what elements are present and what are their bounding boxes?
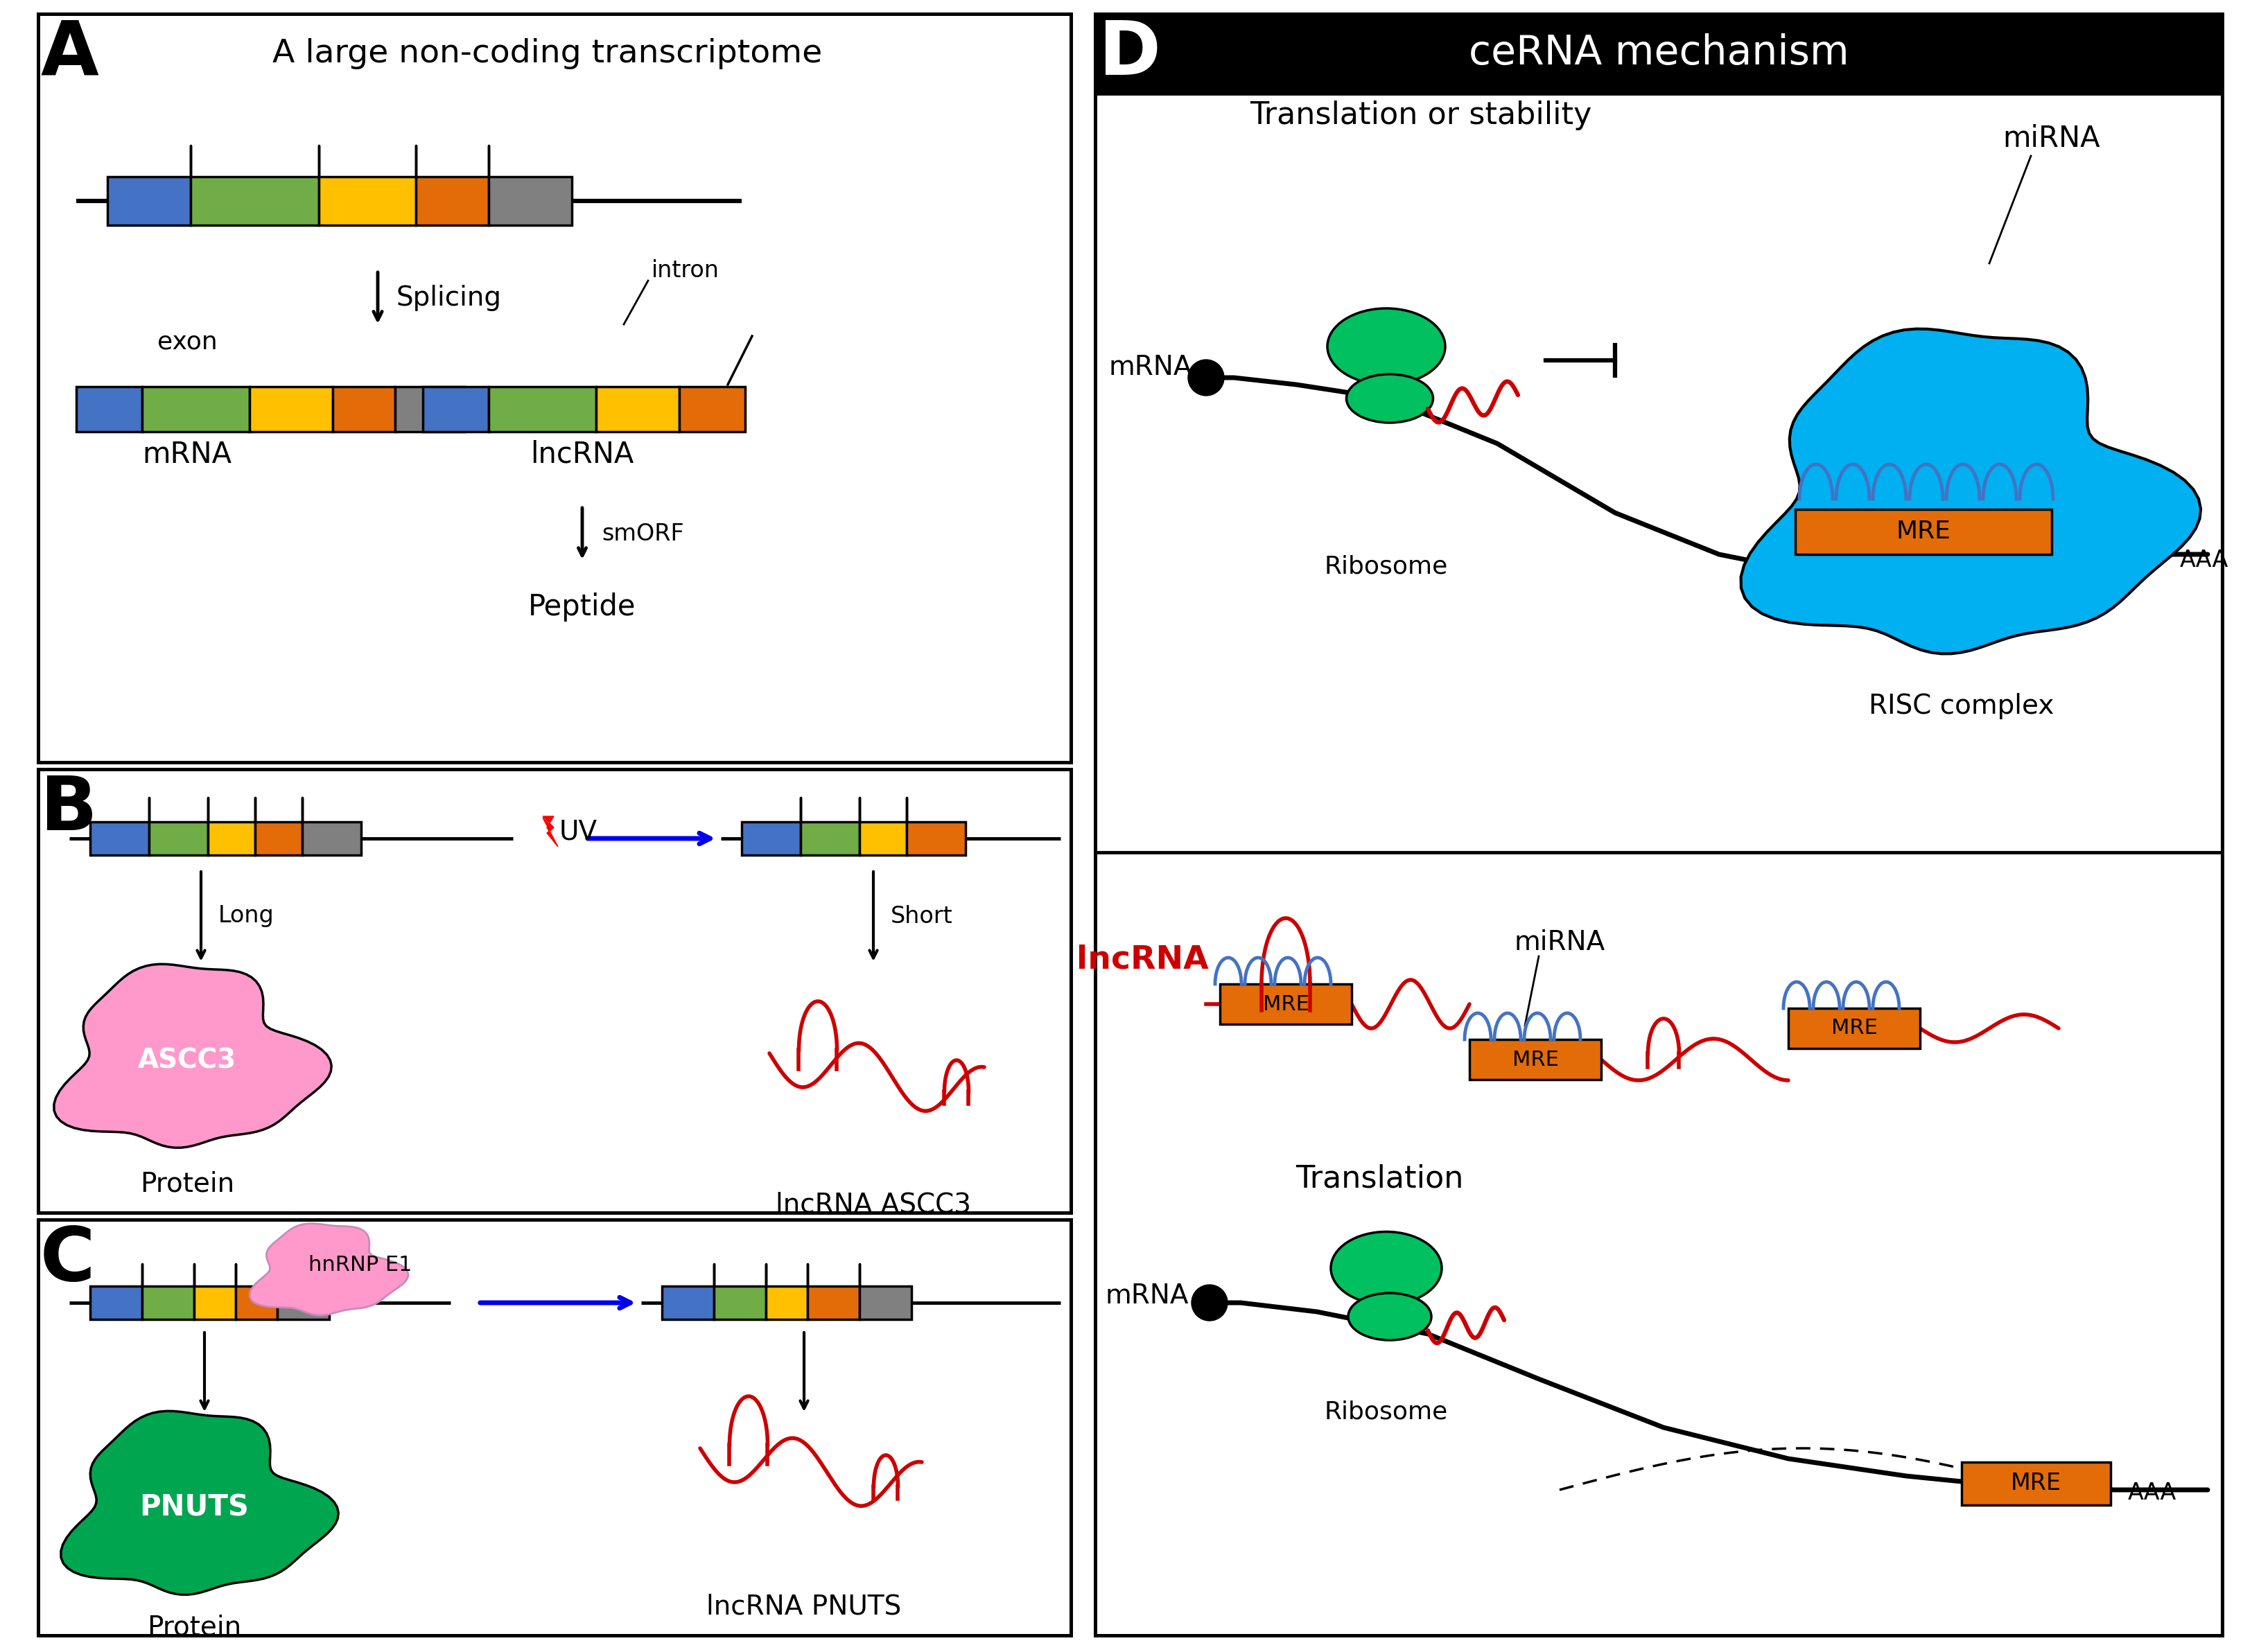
Polygon shape (61, 1411, 339, 1594)
Bar (1095, 13, 2223, 1635)
Bar (742, 821, 801, 856)
Bar (90, 821, 148, 856)
Text: D: D (1099, 17, 1162, 91)
Text: A large non-coding transcriptome: A large non-coding transcriptome (274, 38, 823, 69)
Text: hnRNP E1: hnRNP E1 (310, 1254, 413, 1275)
Polygon shape (54, 965, 332, 1148)
Bar (108, 177, 191, 225)
Ellipse shape (1348, 1294, 1431, 1340)
Bar (303, 821, 361, 856)
Bar (807, 1287, 859, 1320)
Bar (597, 387, 680, 431)
Circle shape (1189, 360, 1225, 396)
Bar (141, 387, 249, 431)
Bar (1794, 509, 2052, 555)
Text: lncRNA PNUTS: lncRNA PNUTS (707, 1594, 902, 1621)
Ellipse shape (1346, 375, 1433, 423)
Text: A: A (40, 17, 99, 91)
Text: Translation or stability: Translation or stability (1249, 101, 1593, 131)
Text: Peptide: Peptide (529, 593, 637, 621)
Bar (1220, 985, 1353, 1024)
Text: ASCC3: ASCC3 (137, 1047, 236, 1074)
Text: smORF: smORF (601, 522, 684, 545)
Bar (489, 387, 597, 431)
Bar (395, 387, 464, 431)
Text: Ribosome: Ribosome (1326, 1399, 1449, 1424)
Bar (191, 177, 319, 225)
Bar (801, 821, 859, 856)
Text: miRNA: miRNA (2003, 124, 2099, 154)
Bar (906, 821, 964, 856)
Ellipse shape (1328, 309, 1444, 385)
Bar (278, 1287, 330, 1320)
Bar (713, 1287, 765, 1320)
Bar (76, 387, 141, 431)
Text: RISC complex: RISC complex (1868, 692, 2055, 719)
Text: AAA: AAA (2129, 1482, 2176, 1505)
Text: MRE: MRE (1263, 995, 1310, 1014)
Bar (662, 1287, 713, 1320)
Text: MRE: MRE (1830, 1018, 1877, 1039)
Text: exon: exon (157, 330, 218, 354)
Text: Short: Short (890, 905, 953, 927)
Text: Translation: Translation (1296, 1165, 1462, 1194)
Text: PNUTS: PNUTS (139, 1493, 249, 1521)
Text: mRNA: mRNA (141, 439, 231, 469)
Polygon shape (249, 1224, 408, 1315)
Bar (1788, 1008, 1920, 1049)
Bar (38, 770, 1070, 1213)
Polygon shape (543, 818, 556, 846)
Bar (680, 387, 745, 431)
Circle shape (1191, 1285, 1227, 1320)
Bar (859, 1287, 911, 1320)
Bar (38, 1219, 1070, 1635)
Bar (38, 1219, 1070, 1635)
Text: mRNA: mRNA (1106, 1282, 1189, 1308)
Text: Long: Long (218, 905, 274, 927)
Bar (195, 1287, 236, 1320)
Bar (38, 13, 1070, 762)
Bar (1963, 1462, 2111, 1505)
Text: ceRNA mechanism: ceRNA mechanism (1469, 33, 1848, 73)
Text: C: C (40, 1222, 94, 1297)
Bar (1469, 1039, 1602, 1080)
Text: Protein: Protein (146, 1614, 242, 1640)
Text: lncRNA: lncRNA (529, 439, 635, 469)
Bar (489, 177, 572, 225)
Polygon shape (1741, 329, 2200, 654)
Text: UV: UV (559, 818, 597, 844)
Text: AAA: AAA (2180, 548, 2230, 572)
Text: MRE: MRE (1895, 520, 1951, 544)
Text: B: B (40, 773, 96, 846)
Text: Protein: Protein (139, 1171, 233, 1198)
Text: lncRNA: lncRNA (1077, 945, 1209, 975)
Bar (249, 387, 332, 431)
Text: MRE: MRE (2010, 1472, 2061, 1495)
Bar (236, 1287, 278, 1320)
Bar (1095, 13, 2223, 94)
Bar (424, 387, 489, 431)
Text: lncRNA ASCC3: lncRNA ASCC3 (776, 1191, 971, 1218)
Bar (319, 177, 415, 225)
Bar (38, 770, 1070, 1213)
Bar (859, 821, 906, 856)
Bar (765, 1287, 807, 1320)
Bar (141, 1287, 195, 1320)
Bar (38, 13, 1070, 762)
Bar (332, 387, 395, 431)
Text: MRE: MRE (1512, 1049, 1559, 1069)
Text: intron: intron (650, 259, 720, 282)
Ellipse shape (1330, 1232, 1442, 1305)
Text: Ribosome: Ribosome (1326, 555, 1449, 578)
Bar (148, 821, 209, 856)
Bar (90, 1287, 141, 1320)
Text: Splicing: Splicing (397, 284, 502, 311)
Polygon shape (543, 816, 559, 847)
Bar (209, 821, 256, 856)
Bar (256, 821, 303, 856)
Text: miRNA: miRNA (1514, 928, 1606, 955)
Text: mRNA: mRNA (1108, 354, 1193, 380)
Bar (415, 177, 489, 225)
Bar (1095, 13, 2223, 1635)
